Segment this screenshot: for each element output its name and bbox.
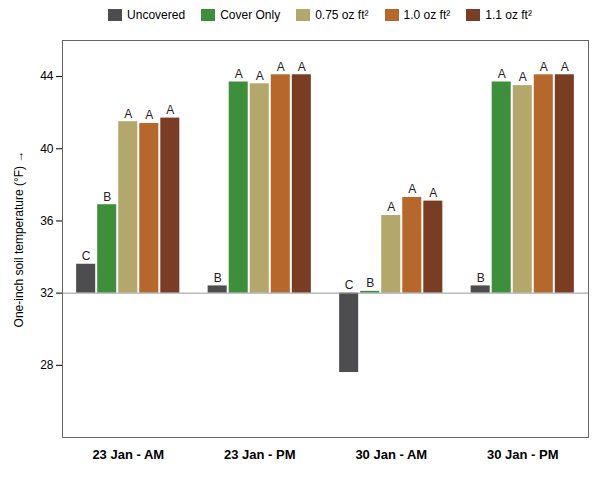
svg-text:A: A [498,67,506,81]
html-text:Cover Only: Cover Only [220,8,281,22]
svg-text:A: A [429,186,437,200]
svg-text:B: B [103,190,111,204]
svg-text:A: A [277,60,285,74]
svg-text:A: A [540,60,548,74]
svg-text:44: 44 [40,69,54,83]
svg-text:30 Jan - PM: 30 Jan - PM [487,447,559,462]
svg-text:32: 32 [40,286,54,300]
svg-text:40: 40 [40,142,54,156]
svg-text:One-inch soil temperature (°F): One-inch soil temperature (°F) → [12,151,26,328]
html-text:1.0 oz ft²: 1.0 oz ft² [403,8,451,22]
svg-text:23 Jan - AM: 23 Jan - AM [92,447,164,462]
svg-text:A: A [145,108,153,122]
svg-text:B: B [366,276,374,290]
svg-text:A: A [387,200,395,214]
svg-text:A: A [408,182,416,196]
svg-text:A: A [166,103,174,117]
svg-text:A: A [298,60,306,74]
svg-text:A: A [519,70,527,84]
svg-text:28: 28 [40,358,54,372]
svg-text:A: A [124,107,132,121]
html-text:0.75 oz ft²: 0.75 oz ft² [315,8,369,22]
svg-text:23 Jan - PM: 23 Jan - PM [224,447,296,462]
svg-text:B: B [477,271,485,285]
svg-text:A: A [235,67,243,81]
html-text:1.1 oz ft²: 1.1 oz ft² [485,8,532,22]
svg-text:C: C [345,278,354,292]
svg-text:C: C [82,249,91,263]
svg-text:B: B [214,271,222,285]
svg-text:A: A [256,69,264,83]
svg-text:A: A [561,60,569,74]
html-text:Uncovered: Uncovered [127,8,186,22]
svg-text:30 Jan - AM: 30 Jan - AM [355,447,427,462]
svg-text:36: 36 [40,214,54,228]
